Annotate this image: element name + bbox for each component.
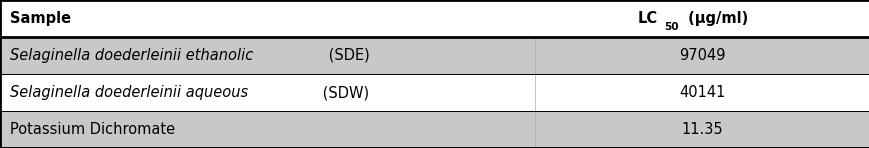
Text: 97049: 97049 — [679, 48, 725, 63]
Bar — [0, 111, 869, 148]
Text: 40141: 40141 — [679, 85, 725, 100]
Text: 11.35: 11.35 — [681, 122, 722, 137]
Bar — [0, 0, 869, 37]
Bar — [0, 74, 869, 111]
Text: Sample: Sample — [10, 11, 71, 26]
Text: (μg/ml): (μg/ml) — [682, 11, 747, 26]
Text: 50: 50 — [663, 22, 678, 32]
Text: Selaginella doederleinii aqueous: Selaginella doederleinii aqueous — [10, 85, 249, 100]
Text: Potassium Dichromate: Potassium Dichromate — [10, 122, 176, 137]
Text: LC: LC — [637, 11, 658, 26]
Text: (SDE): (SDE) — [324, 48, 369, 63]
Bar — [0, 37, 869, 74]
Text: Selaginella doederleinii ethanolic: Selaginella doederleinii ethanolic — [10, 48, 254, 63]
Text: (SDW): (SDW) — [317, 85, 368, 100]
